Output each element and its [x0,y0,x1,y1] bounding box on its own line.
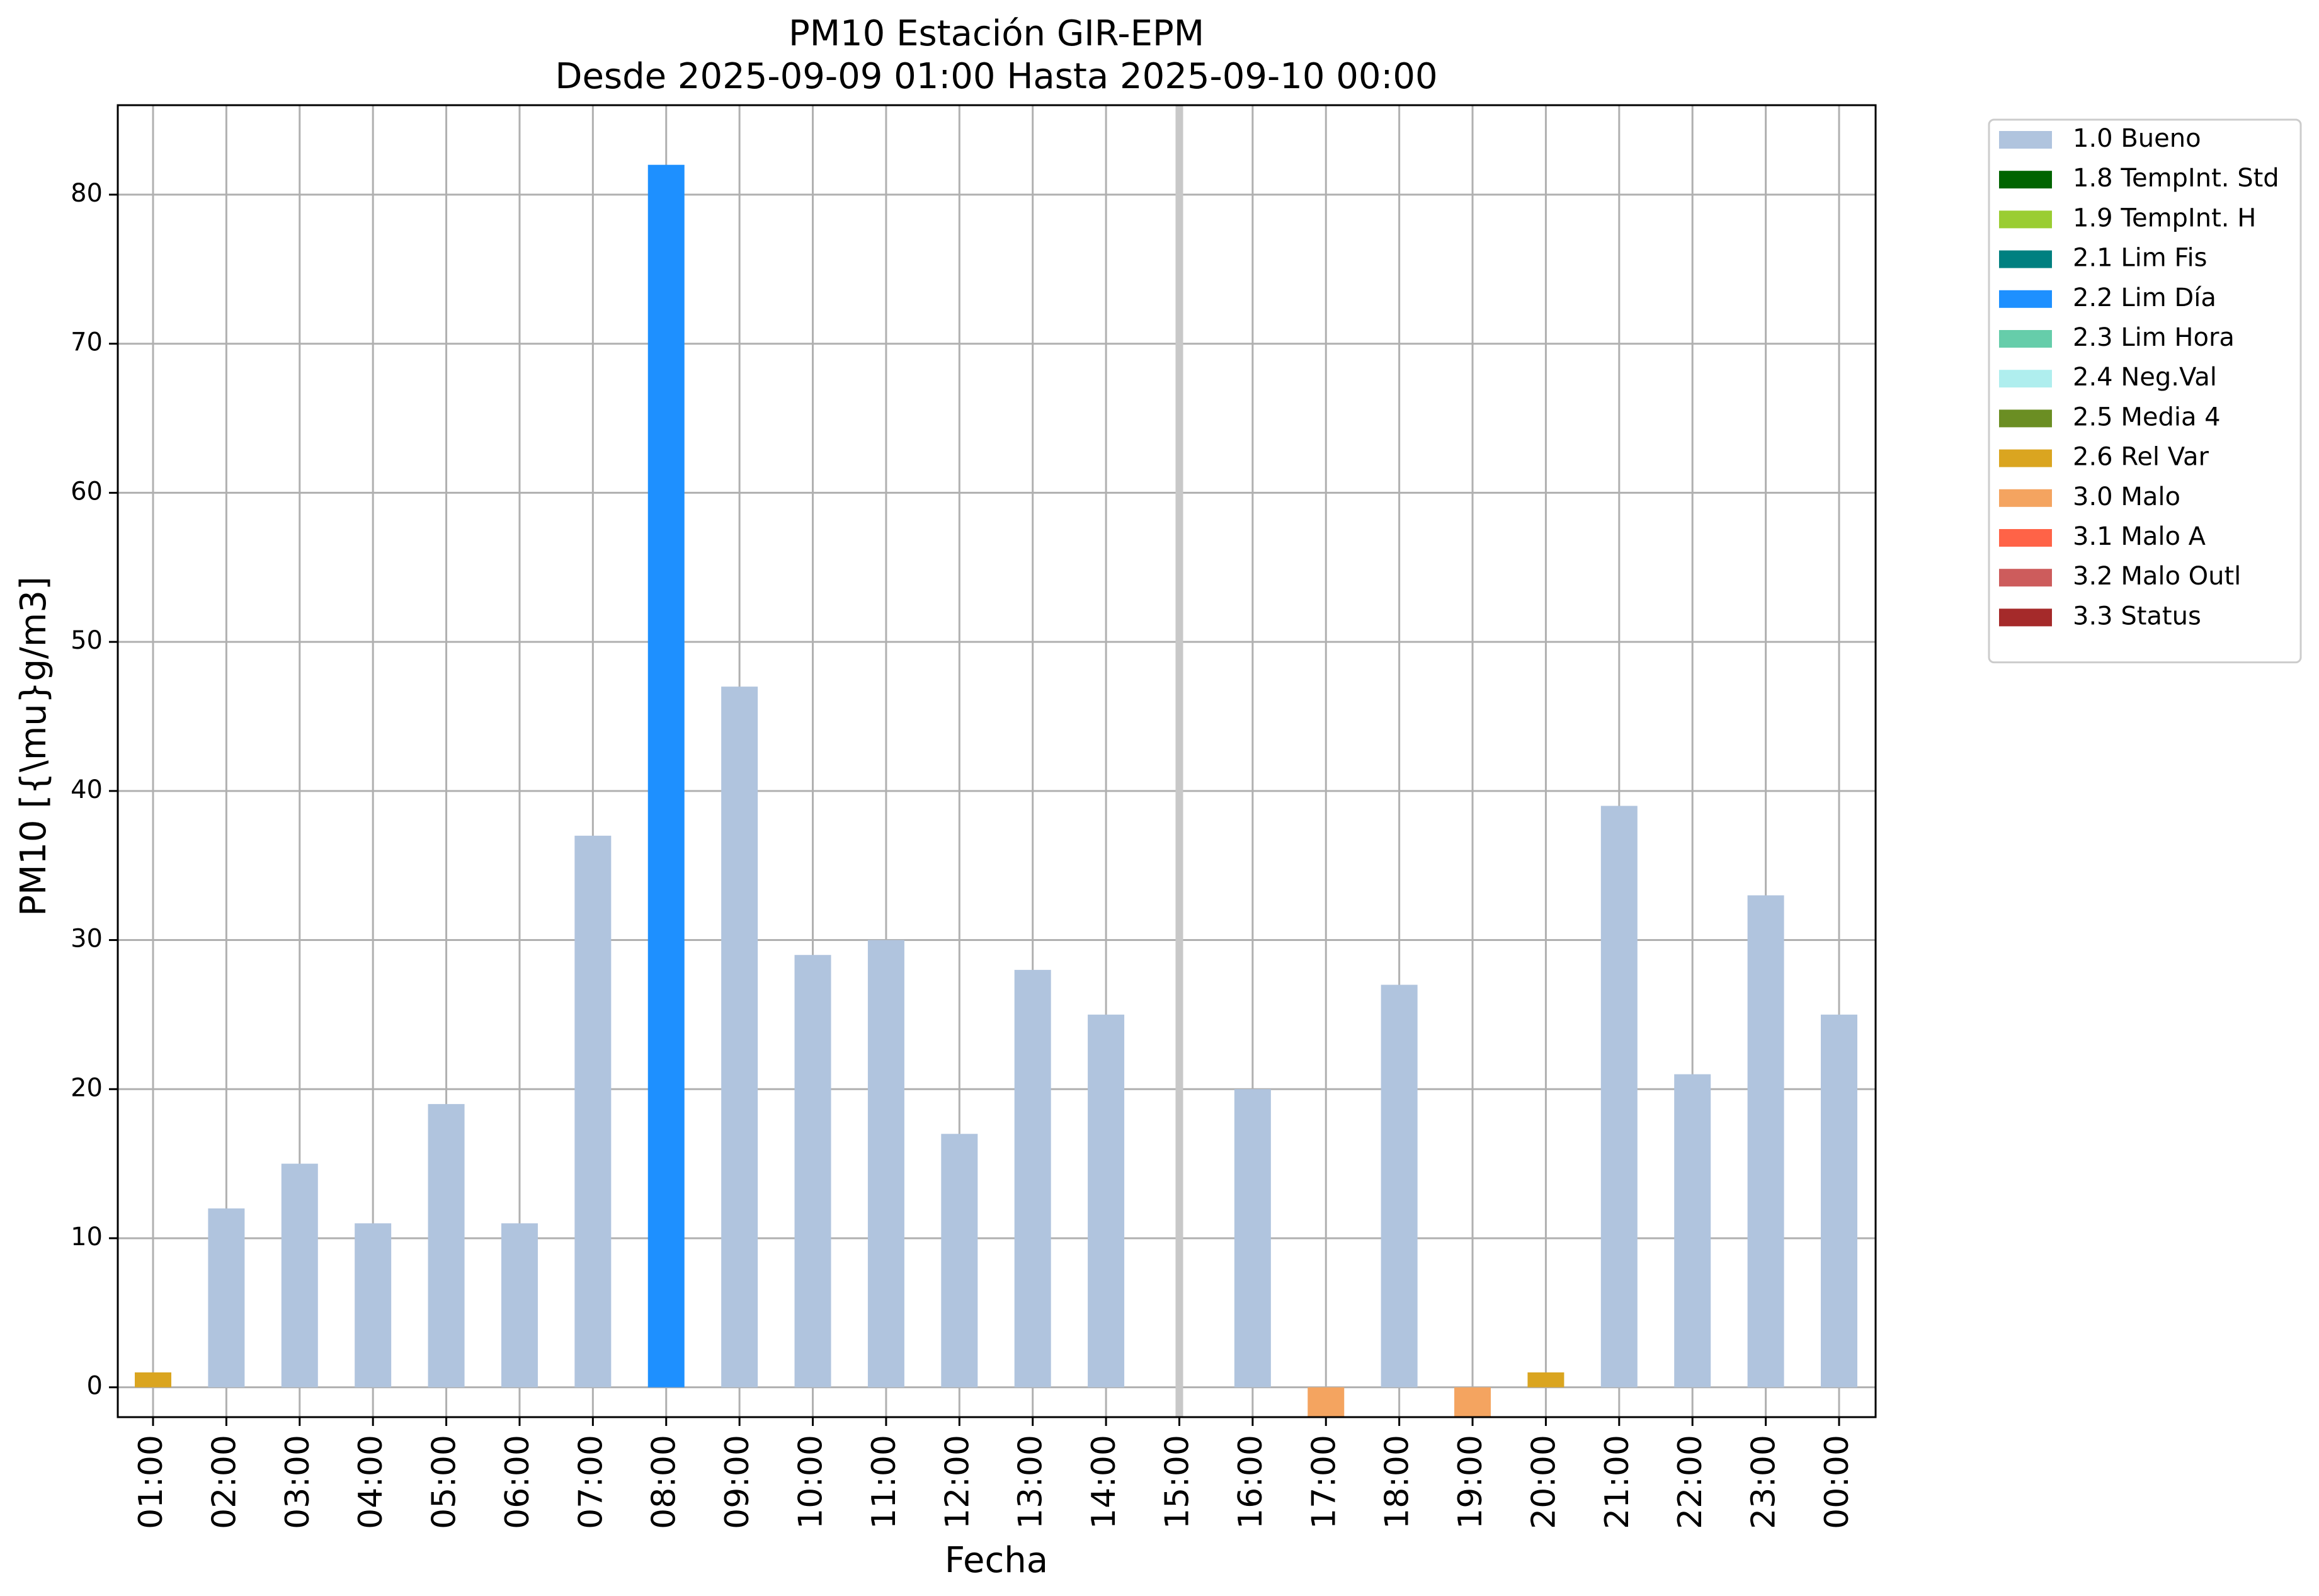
x-tick-label: 08:00 [646,1435,683,1529]
legend-label: 2.3 Lim Hora [2073,323,2235,352]
y-tick-label: 40 [71,775,103,804]
legend-swatch [1999,489,2052,507]
x-tick-label: 04:00 [352,1435,390,1529]
legend-label: 3.2 Malo Outl [2073,562,2241,591]
x-tick-label: 09:00 [719,1435,756,1529]
y-tick-label: 0 [87,1372,103,1401]
bar-19:00 [1454,1387,1491,1417]
x-tick-label: 22:00 [1672,1435,1709,1529]
bar-13:00 [1014,969,1051,1388]
x-tick-label: 01:00 [132,1435,170,1529]
legend-label: 2.5 Media 4 [2073,402,2221,431]
bars [135,164,1857,1417]
bar-20:00 [1527,1372,1564,1388]
bar-17:00 [1308,1387,1345,1417]
bar-07:00 [574,835,612,1388]
x-tick-label: 05:00 [426,1435,464,1529]
bar-23:00 [1747,895,1784,1388]
x-tick-label: 18:00 [1379,1435,1416,1529]
legend-swatch [1999,171,2052,189]
legend-swatch [1999,409,2052,428]
y-tick-label: 70 [71,328,103,357]
legend-swatch [1999,250,2052,268]
bar-10:00 [794,955,831,1388]
bar-04:00 [355,1223,392,1388]
bar-03:00 [281,1163,318,1388]
legend-label: 3.1 Malo A [2073,522,2206,551]
bar-00:00 [1821,1014,1857,1388]
x-tick-label: 20:00 [1525,1435,1563,1529]
x-tick-label: 13:00 [1012,1435,1050,1529]
bar-22:00 [1674,1074,1711,1388]
x-tick-label: 00:00 [1818,1435,1856,1529]
x-tick-label: 02:00 [205,1435,243,1529]
bar-09:00 [721,687,758,1388]
legend-label: 2.6 Rel Var [2073,443,2209,472]
legend-label: 1.9 TempInt. H [2073,203,2256,232]
legend-swatch [1999,210,2052,229]
x-tick-label: 10:00 [792,1435,830,1529]
chart-title: PM10 Estación GIR-EPM [789,13,1204,54]
y-axis-label: PM10 [{\mu}g/m3] [13,576,54,916]
y-axis-ticks: 0 10 20 30 40 50 60 70 80 [71,179,118,1401]
legend-swatch [1999,131,2052,149]
x-axis-label: Fecha [945,1540,1048,1581]
x-tick-label: 12:00 [938,1435,976,1529]
y-tick-label: 60 [71,477,103,506]
x-tick-label: 17:00 [1305,1435,1343,1529]
y-tick-label: 50 [71,626,103,655]
x-tick-label: 16:00 [1232,1435,1270,1529]
plot-frame [117,104,1877,1418]
bar-01:00 [135,1372,171,1388]
legend-box [1988,118,2302,664]
bar-12:00 [941,1134,978,1388]
legend-label: 2.1 Lim Fis [2073,244,2207,273]
y-tick-label: 20 [71,1073,103,1102]
legend-label: 1.0 Bueno [2073,124,2201,153]
x-tick-label: 14:00 [1085,1435,1123,1529]
x-tick-label: 19:00 [1452,1435,1490,1529]
legend-swatch [1999,370,2052,388]
legend-swatch [1999,449,2052,467]
x-tick-label: 23:00 [1745,1435,1783,1529]
y-tick-label: 10 [71,1223,103,1251]
x-tick-label: 11:00 [865,1435,903,1529]
legend-label: 1.8 TempInt. Std [2073,164,2279,193]
x-tick-label: 21:00 [1598,1435,1636,1529]
legend-swatch [1999,290,2052,308]
bar-02:00 [208,1208,245,1388]
bar-21:00 [1600,806,1638,1388]
legend-swatch [1999,330,2052,348]
chart-subtitle: Desde 2025-09-09 01:00 Hasta 2025-09-10 … [555,56,1437,97]
legend-swatch [1999,529,2052,547]
x-tick-label: 07:00 [572,1435,610,1529]
bar-11:00 [867,940,904,1388]
bar-06:00 [501,1223,538,1388]
legend-label: 3.3 Status [2073,601,2201,630]
bar-16:00 [1234,1089,1271,1388]
legend-swatch [1999,569,2052,587]
x-tick-label: 03:00 [279,1435,317,1529]
legend-label: 2.2 Lim Día [2073,283,2216,312]
bar-14:00 [1088,1014,1125,1388]
x-tick-label: 15:00 [1158,1435,1196,1529]
y-tick-label: 80 [71,179,103,208]
x-tick-label: 06:00 [499,1435,537,1529]
y-tick-label: 30 [71,925,103,954]
legend-label: 3.0 Malo [2073,482,2180,511]
x-axis-ticks: 01:00 02:00 03:00 04:00 05:00 06:00 07:00 08:00… [132,1417,1856,1529]
bar-08:00 [647,164,685,1388]
legend-label: 2.4 Neg.Val [2073,363,2217,392]
legend: 1.0 Bueno 1.8 TempInt. Std 1.9 TempInt. H 2… [1988,118,2302,664]
bar-05:00 [428,1103,465,1388]
bar-18:00 [1381,984,1418,1388]
legend-swatch [1999,608,2052,627]
